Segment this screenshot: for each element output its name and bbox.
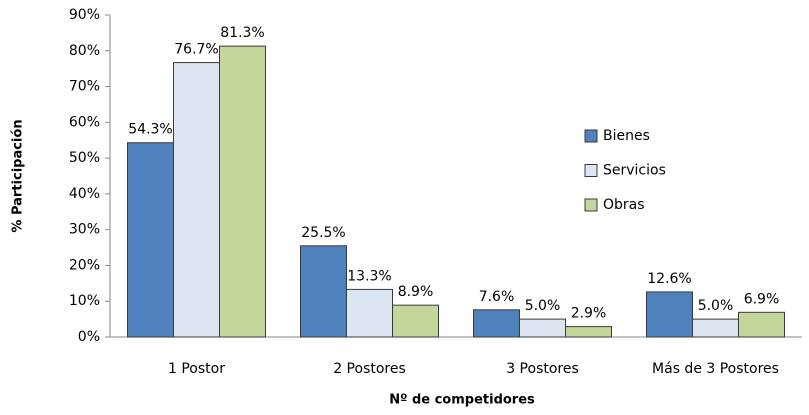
value-label: 12.6%	[647, 271, 691, 287]
bar	[300, 245, 347, 338]
bar	[392, 304, 439, 338]
bar	[127, 142, 174, 338]
bar	[173, 62, 220, 338]
y-tick-label: 50%	[69, 150, 100, 166]
bar	[646, 291, 693, 338]
y-tick-label: 20%	[69, 257, 100, 273]
bar	[565, 326, 612, 338]
legend-label: Obras	[603, 197, 645, 213]
y-tick-label: 30%	[69, 222, 100, 238]
legend-swatch	[584, 164, 598, 177]
bar	[692, 318, 739, 338]
value-label: 7.6%	[479, 289, 515, 305]
value-label: 8.9%	[398, 284, 434, 300]
x-tick-label: 3 Postores	[506, 361, 579, 377]
legend-label: Servicios	[603, 163, 666, 179]
y-tick-label: 70%	[69, 79, 100, 95]
legend-swatch	[584, 129, 598, 143]
y-tick-label: 80%	[69, 43, 100, 59]
bar	[219, 45, 266, 338]
x-tick-label: Más de 3 Postores	[652, 361, 779, 377]
x-tick-label: 2 Postores	[333, 361, 406, 377]
y-tick-label: 60%	[69, 114, 100, 130]
value-label: 2.9%	[571, 306, 607, 322]
x-axis-title: Nº de competidores	[389, 393, 535, 408]
bar	[519, 318, 566, 338]
value-label: 5.0%	[698, 298, 734, 314]
y-tick-label: 0%	[78, 329, 100, 345]
value-label: 5.0%	[525, 298, 561, 314]
x-tick-label: 1 Postor	[168, 361, 225, 377]
value-label: 76.7%	[174, 42, 218, 58]
legend-swatch	[584, 198, 598, 212]
value-label: 13.3%	[347, 268, 391, 284]
value-label: 54.3%	[128, 122, 172, 138]
bar	[346, 288, 393, 338]
bar	[738, 311, 785, 338]
y-axis-title: % Participación	[11, 119, 26, 232]
value-label: 6.9%	[744, 291, 780, 307]
y-tick-label: 40%	[69, 186, 100, 202]
legend-label: Bienes	[603, 128, 650, 144]
value-label: 25.5%	[301, 225, 345, 241]
y-tick-label: 10%	[69, 293, 100, 309]
bar	[473, 309, 520, 338]
y-tick-label: 90%	[69, 7, 100, 23]
value-label: 81.3%	[220, 25, 264, 41]
